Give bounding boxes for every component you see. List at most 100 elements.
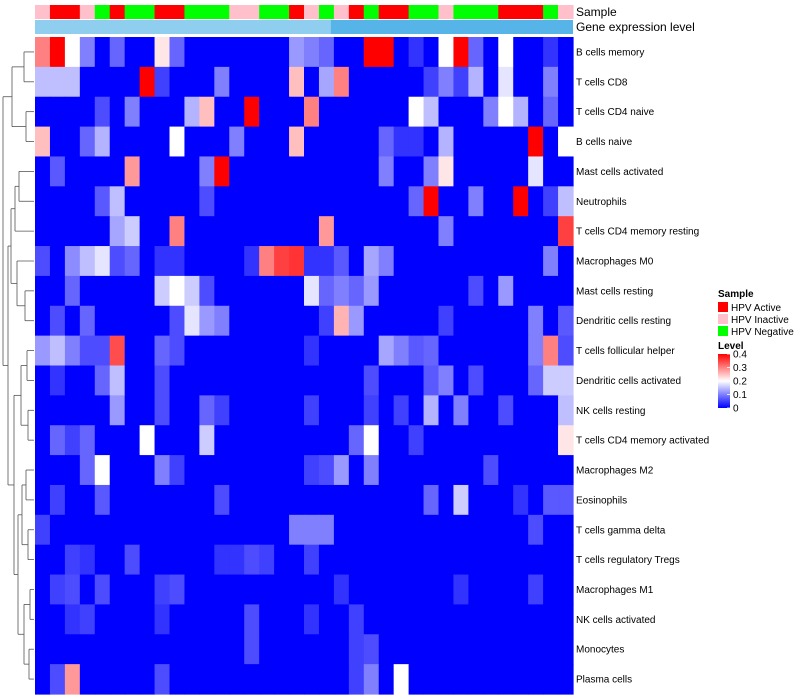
heatmap-cell bbox=[124, 365, 141, 396]
heatmap-cell bbox=[528, 544, 544, 576]
heatmap-cell bbox=[378, 186, 395, 217]
heatmap-cell bbox=[318, 186, 335, 217]
heatmap-cell bbox=[453, 634, 469, 665]
row-label: T cells regulatory Tregs bbox=[576, 555, 680, 566]
heatmap-cell bbox=[259, 514, 275, 546]
heatmap-cell bbox=[318, 66, 335, 98]
heatmap-cell bbox=[154, 455, 171, 486]
heatmap-cell bbox=[214, 604, 230, 635]
legend-level-title: Level bbox=[718, 341, 744, 352]
heatmap-cell bbox=[438, 66, 455, 98]
heatmap-cell bbox=[94, 305, 111, 337]
heatmap-cell bbox=[558, 156, 574, 187]
heatmap-cell bbox=[318, 455, 335, 486]
heatmap-cell bbox=[423, 216, 440, 247]
heatmap-cell bbox=[94, 186, 111, 217]
heatmap-cell bbox=[333, 544, 350, 576]
heatmap-cell bbox=[169, 37, 186, 68]
heatmap-cell bbox=[94, 96, 111, 128]
heatmap-cell bbox=[453, 126, 469, 158]
heatmap-cell bbox=[274, 96, 290, 128]
heatmap-cell bbox=[348, 425, 365, 456]
heatmap-cell bbox=[468, 395, 484, 426]
heatmap-cell bbox=[318, 604, 335, 635]
heatmap-cell bbox=[214, 395, 230, 426]
heatmap-cell bbox=[199, 395, 215, 426]
heatmap-cell bbox=[304, 455, 320, 486]
heatmap-cell bbox=[558, 335, 574, 367]
heatmap-cell bbox=[184, 604, 200, 635]
heatmap-cell bbox=[468, 126, 484, 158]
heatmap-cell bbox=[244, 305, 260, 337]
heatmap-cell bbox=[528, 66, 544, 98]
heatmap-cell bbox=[438, 634, 455, 665]
heatmap-cell bbox=[378, 37, 395, 68]
heatmap-cell bbox=[483, 455, 499, 486]
heatmap-cell bbox=[35, 246, 51, 277]
sample-track-cell bbox=[318, 5, 335, 19]
heatmap-cell bbox=[453, 335, 469, 367]
heatmap-cell bbox=[543, 156, 559, 187]
heatmap-cell bbox=[333, 96, 350, 128]
heatmap-cell bbox=[94, 455, 111, 486]
heatmap-cell bbox=[513, 246, 529, 277]
heatmap-cell bbox=[274, 365, 290, 396]
heatmap-cell bbox=[199, 455, 215, 486]
heatmap-cell bbox=[169, 186, 186, 217]
heatmap-cell bbox=[333, 664, 350, 695]
heatmap-cell bbox=[109, 634, 126, 665]
heatmap-cell bbox=[408, 425, 425, 456]
heatmap-cell bbox=[468, 305, 484, 337]
sample-track-cell bbox=[304, 5, 320, 19]
heatmap-cell bbox=[229, 246, 245, 277]
heatmap-cell bbox=[318, 395, 335, 426]
heatmap-cell bbox=[35, 664, 51, 695]
heatmap-cell bbox=[498, 216, 514, 247]
heatmap-cell bbox=[79, 246, 96, 277]
heatmap-cell bbox=[333, 305, 350, 337]
heatmap-cell bbox=[408, 186, 425, 217]
heatmap-cell bbox=[259, 634, 275, 665]
heatmap-cell bbox=[139, 275, 156, 307]
heatmap-cell bbox=[229, 275, 245, 307]
heatmap-cell bbox=[393, 425, 410, 456]
heatmap-cell bbox=[79, 37, 96, 68]
heatmap-cell bbox=[124, 634, 141, 665]
heatmap-cell bbox=[393, 66, 410, 98]
heatmap-cell bbox=[289, 37, 305, 68]
heatmap-cell bbox=[438, 514, 455, 546]
heatmap-cell bbox=[64, 126, 81, 158]
heatmap-cell bbox=[438, 96, 455, 128]
heatmap-cell bbox=[214, 275, 230, 307]
track-label-gene-expression: Gene expression level bbox=[576, 20, 695, 34]
row-label: T cells gamma delta bbox=[576, 525, 666, 536]
heatmap-cell bbox=[49, 216, 66, 247]
heatmap-cell bbox=[438, 156, 455, 187]
heatmap-cell bbox=[139, 305, 156, 337]
heatmap-cell bbox=[64, 574, 81, 606]
heatmap-cell bbox=[498, 156, 514, 187]
heatmap-cell bbox=[408, 514, 425, 546]
heatmap-cell bbox=[64, 514, 81, 546]
heatmap-cell bbox=[333, 126, 350, 158]
heatmap-cell bbox=[109, 425, 126, 456]
heatmap-cell bbox=[289, 305, 305, 337]
heatmap-cell bbox=[154, 395, 171, 426]
heatmap-cell bbox=[348, 186, 365, 217]
legend-level-ticks: 0.4 0.3 0.2 0.1 0 bbox=[727, 350, 747, 415]
heatmap-cell bbox=[483, 216, 499, 247]
heatmap-cell bbox=[124, 96, 141, 128]
heatmap-cell bbox=[513, 514, 529, 546]
sample-track-cell bbox=[94, 5, 111, 19]
heatmap-cell bbox=[199, 365, 215, 396]
heatmap-cell bbox=[109, 156, 126, 187]
heatmap-cell bbox=[139, 246, 156, 277]
heatmap-cell bbox=[94, 514, 111, 546]
heatmap-cell bbox=[274, 37, 290, 68]
heatmap-cell bbox=[438, 275, 455, 307]
heatmap-cell bbox=[79, 96, 96, 128]
heatmap-cell bbox=[139, 66, 156, 98]
sample-track-cell bbox=[184, 5, 200, 19]
heatmap-cell bbox=[199, 574, 215, 606]
heatmap-cell bbox=[184, 425, 200, 456]
